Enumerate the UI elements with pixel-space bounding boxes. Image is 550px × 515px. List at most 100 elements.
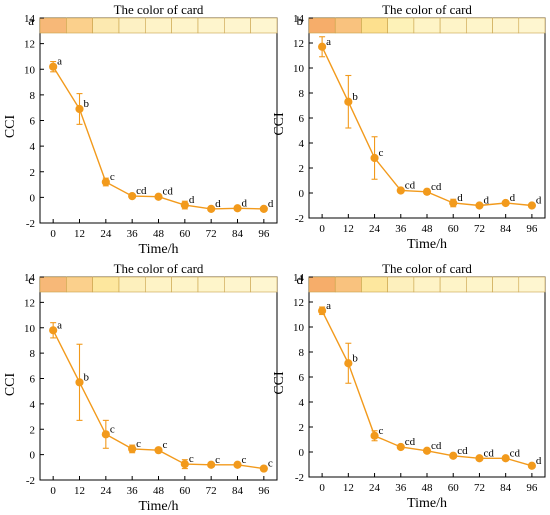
y-tick-label: 14 bbox=[293, 272, 305, 284]
significance-label: d bbox=[536, 195, 542, 207]
significance-label: d bbox=[457, 192, 463, 204]
data-point bbox=[128, 444, 137, 454]
y-tick-label: -2 bbox=[26, 475, 35, 487]
data-point bbox=[527, 461, 536, 470]
card-title: The color of card bbox=[382, 2, 472, 17]
data-point bbox=[75, 104, 84, 114]
color-card-cell bbox=[197, 17, 225, 34]
x-tick-label: 36 bbox=[127, 228, 139, 240]
significance-label: d bbox=[536, 455, 542, 467]
significance-label: c bbox=[242, 454, 247, 466]
color-card-cell bbox=[197, 276, 225, 293]
y-tick-label: 6 bbox=[30, 374, 36, 386]
data-point bbox=[259, 464, 268, 473]
x-tick-label: 60 bbox=[179, 485, 191, 497]
significance-label: c bbox=[136, 438, 141, 450]
y-tick-label: 8 bbox=[30, 348, 36, 360]
color-card-cell bbox=[39, 276, 67, 293]
color-card-cell bbox=[118, 276, 146, 293]
data-point bbox=[422, 187, 432, 196]
y-tick-label: 6 bbox=[30, 116, 36, 128]
x-tick-label: 48 bbox=[153, 228, 165, 240]
data-point bbox=[180, 460, 189, 469]
x-axis-title: Time/h bbox=[139, 242, 179, 257]
data-point bbox=[344, 97, 353, 106]
x-tick-label: 12 bbox=[74, 485, 85, 497]
significance-label: b bbox=[352, 91, 358, 103]
significance-label: c bbox=[379, 425, 384, 437]
color-card-cell bbox=[250, 276, 278, 293]
data-point bbox=[128, 191, 137, 201]
y-tick-label: 6 bbox=[299, 113, 305, 125]
panel-label: c bbox=[28, 272, 34, 287]
data-point bbox=[370, 153, 379, 163]
y-tick-label: 8 bbox=[30, 90, 36, 102]
x-axis-title: Time/h bbox=[139, 499, 179, 514]
color-card-cell bbox=[145, 276, 172, 293]
y-tick-label: 6 bbox=[299, 372, 305, 384]
x-tick-label: 0 bbox=[319, 223, 325, 235]
color-card-cell bbox=[171, 17, 199, 34]
data-point bbox=[318, 42, 327, 51]
color-card-cell bbox=[466, 17, 493, 34]
x-tick-label: 36 bbox=[127, 485, 139, 497]
x-tick-label: 84 bbox=[500, 482, 512, 494]
data-point bbox=[207, 460, 216, 469]
y-tick-label: 4 bbox=[299, 397, 305, 409]
x-tick-label: 84 bbox=[232, 228, 244, 240]
color-card-cell bbox=[518, 17, 546, 34]
x-tick-label: 24 bbox=[369, 223, 381, 235]
color-card-cell bbox=[224, 17, 251, 34]
significance-label: a bbox=[326, 300, 331, 312]
significance-label: d bbox=[483, 195, 489, 207]
significance-label: cd bbox=[431, 181, 442, 193]
color-card-cell bbox=[439, 276, 467, 293]
y-tick-label: 0 bbox=[299, 447, 305, 459]
significance-label: cd bbox=[163, 186, 174, 198]
significance-label: d bbox=[189, 194, 195, 206]
data-point bbox=[49, 326, 58, 335]
significance-label: a bbox=[57, 319, 62, 331]
data-point bbox=[396, 442, 405, 452]
data-point bbox=[475, 201, 484, 210]
significance-label: cd bbox=[405, 180, 416, 192]
card-title: The color of card bbox=[382, 261, 472, 276]
data-point bbox=[501, 198, 510, 208]
y-tick-label: -2 bbox=[295, 472, 304, 484]
x-tick-label: 72 bbox=[206, 485, 217, 497]
data-point bbox=[449, 198, 458, 208]
color-card-cell bbox=[439, 17, 467, 34]
significance-label: cd bbox=[510, 447, 521, 459]
color-card-cell bbox=[171, 276, 199, 293]
color-card-cell bbox=[39, 17, 67, 34]
data-point bbox=[422, 446, 432, 455]
significance-label: cd bbox=[483, 447, 494, 459]
significance-label: c bbox=[268, 458, 273, 470]
y-tick-label: -2 bbox=[295, 213, 304, 225]
significance-label: c bbox=[110, 171, 115, 183]
data-point bbox=[318, 306, 327, 315]
data-point bbox=[501, 454, 510, 463]
color-card-cell bbox=[387, 17, 415, 34]
data-point bbox=[75, 378, 84, 387]
significance-label: c bbox=[110, 423, 115, 435]
y-tick-label: 12 bbox=[24, 297, 35, 309]
data-point bbox=[259, 204, 268, 214]
significance-label: d bbox=[268, 198, 274, 210]
x-tick-label: 12 bbox=[343, 223, 354, 235]
x-tick-label: 0 bbox=[50, 228, 56, 240]
panel-label: b bbox=[297, 13, 304, 28]
significance-label: d bbox=[215, 198, 221, 210]
data-point bbox=[449, 451, 458, 460]
significance-label: b bbox=[84, 371, 90, 383]
x-axis-title: Time/h bbox=[407, 237, 447, 252]
plot-frame bbox=[39, 17, 278, 224]
significance-label: c bbox=[379, 147, 384, 159]
data-point bbox=[233, 204, 242, 213]
panel-label: d bbox=[297, 272, 304, 287]
y-tick-label: 12 bbox=[24, 39, 35, 51]
significance-label: c bbox=[163, 439, 168, 451]
x-tick-label: 96 bbox=[258, 485, 270, 497]
y-tick-label: 0 bbox=[30, 192, 36, 204]
